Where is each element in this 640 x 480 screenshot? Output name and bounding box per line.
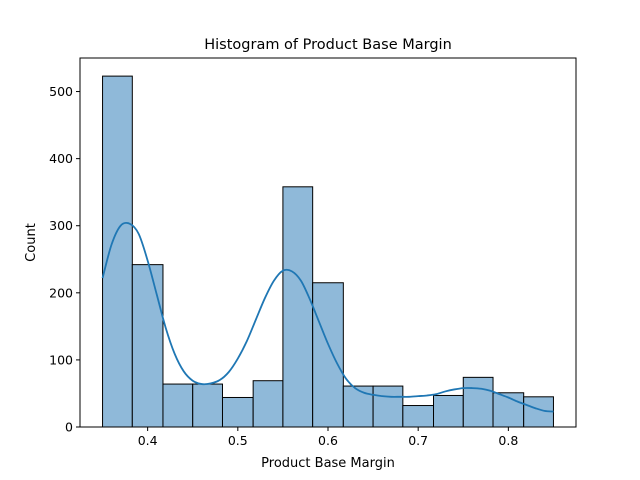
y-axis-label: Count (24, 223, 39, 262)
histogram-bar-3 (162, 383, 194, 428)
x-tick-label: 0.4 (138, 433, 158, 448)
histogram-bar-5 (221, 396, 254, 428)
x-axis-label: Product Base Margin (261, 456, 395, 471)
y-tick-label: 300 (49, 218, 73, 233)
histogram-bar-4 (192, 383, 223, 428)
histogram-bar-6 (252, 380, 284, 428)
histogram-bar-1 (102, 75, 133, 428)
y-tick-label: 100 (49, 352, 73, 367)
histogram-bar-7 (282, 186, 314, 428)
x-axis-ticks: 0.4 0.5 0.6 0.7 0.8 (138, 427, 518, 448)
y-tick-label: 400 (49, 151, 73, 166)
chart-title: Histogram of Product Base Margin (204, 37, 452, 53)
x-tick-label: 0.7 (408, 433, 428, 448)
y-tick-label: 500 (49, 84, 73, 99)
histogram-bar-14 (492, 392, 525, 428)
histogram-bar-10 (372, 385, 404, 428)
histogram-bar-11 (402, 405, 435, 428)
histogram-bar-13 (462, 376, 494, 428)
x-tick-label: 0.5 (228, 433, 248, 448)
histogram-bar-8 (312, 282, 344, 428)
histogram-bars (102, 75, 554, 428)
histogram-bar-2 (131, 264, 164, 428)
x-tick-label: 0.8 (498, 433, 518, 448)
y-tick-label: 200 (49, 285, 73, 300)
y-tick-label: 0 (65, 420, 73, 435)
x-tick-label: 0.6 (318, 433, 338, 448)
histogram-bar-12 (433, 394, 464, 428)
y-axis-ticks: 0 100 200 300 400 500 (49, 84, 80, 435)
histogram-bar-9 (342, 385, 374, 428)
kde-curve (101, 221, 554, 413)
